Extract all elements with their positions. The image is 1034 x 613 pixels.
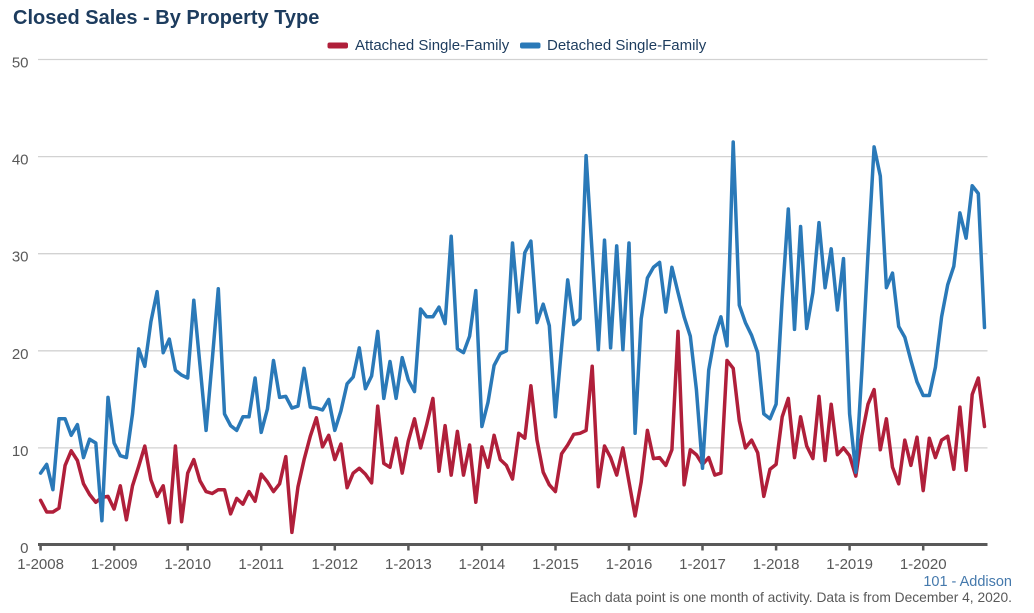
svg-text:1-2020: 1-2020 xyxy=(900,556,947,573)
svg-text:Attached Single-Family: Attached Single-Family xyxy=(355,37,510,54)
svg-text:20: 20 xyxy=(12,346,29,363)
svg-text:1-2016: 1-2016 xyxy=(606,556,653,573)
svg-text:1-2018: 1-2018 xyxy=(753,556,800,573)
svg-text:30: 30 xyxy=(12,249,29,266)
svg-text:1-2017: 1-2017 xyxy=(679,556,726,573)
svg-text:50: 50 xyxy=(12,55,29,72)
svg-text:1-2019: 1-2019 xyxy=(826,556,873,573)
svg-text:1-2013: 1-2013 xyxy=(385,556,432,573)
svg-text:1-2008: 1-2008 xyxy=(17,556,64,573)
svg-text:40: 40 xyxy=(12,152,29,169)
svg-text:10: 10 xyxy=(12,443,29,460)
svg-text:1-2010: 1-2010 xyxy=(164,556,211,573)
svg-text:1-2015: 1-2015 xyxy=(532,556,579,573)
svg-text:1-2011: 1-2011 xyxy=(238,556,284,573)
svg-text:Detached Single-Family: Detached Single-Family xyxy=(547,37,707,54)
svg-text:1-2009: 1-2009 xyxy=(91,556,138,573)
svg-text:1-2012: 1-2012 xyxy=(311,556,358,573)
svg-text:0: 0 xyxy=(20,540,28,557)
svg-text:1-2014: 1-2014 xyxy=(459,556,506,573)
